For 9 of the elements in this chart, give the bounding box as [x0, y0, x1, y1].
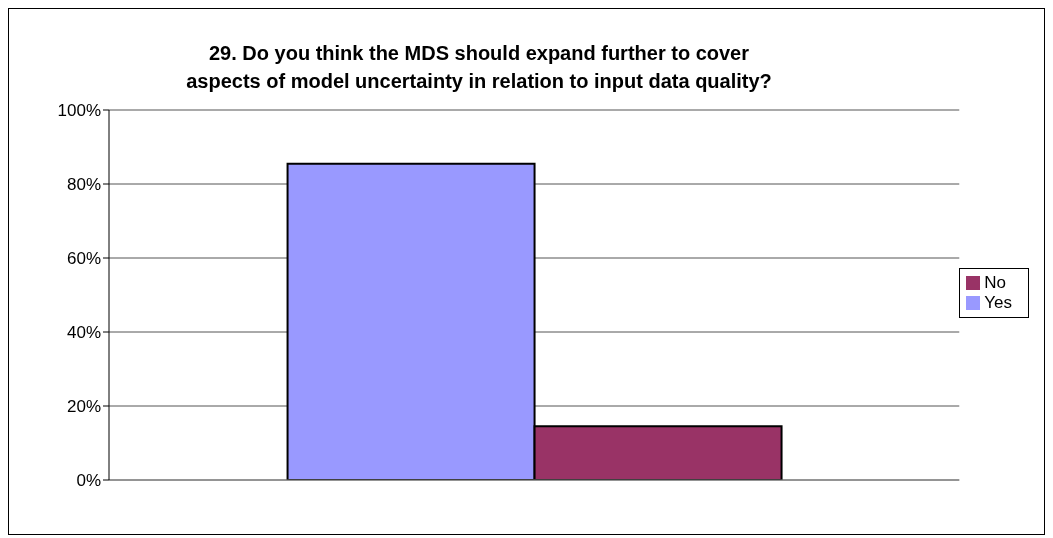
- y-tick-label: 0%: [76, 471, 101, 491]
- y-tick-label: 20%: [66, 397, 101, 417]
- y-tick-label: 40%: [66, 323, 101, 343]
- y-tick-label: 100%: [57, 101, 101, 121]
- y-tick-label: 60%: [66, 249, 101, 269]
- chart-title: 29. Do you think the MDS should expand further to cover aspects of model uncertainty in relation to input data quality?: [185, 41, 773, 94]
- legend-label: No: [984, 272, 1006, 292]
- legend-label: Yes: [984, 292, 1012, 312]
- y-tick-label: 80%: [66, 175, 101, 195]
